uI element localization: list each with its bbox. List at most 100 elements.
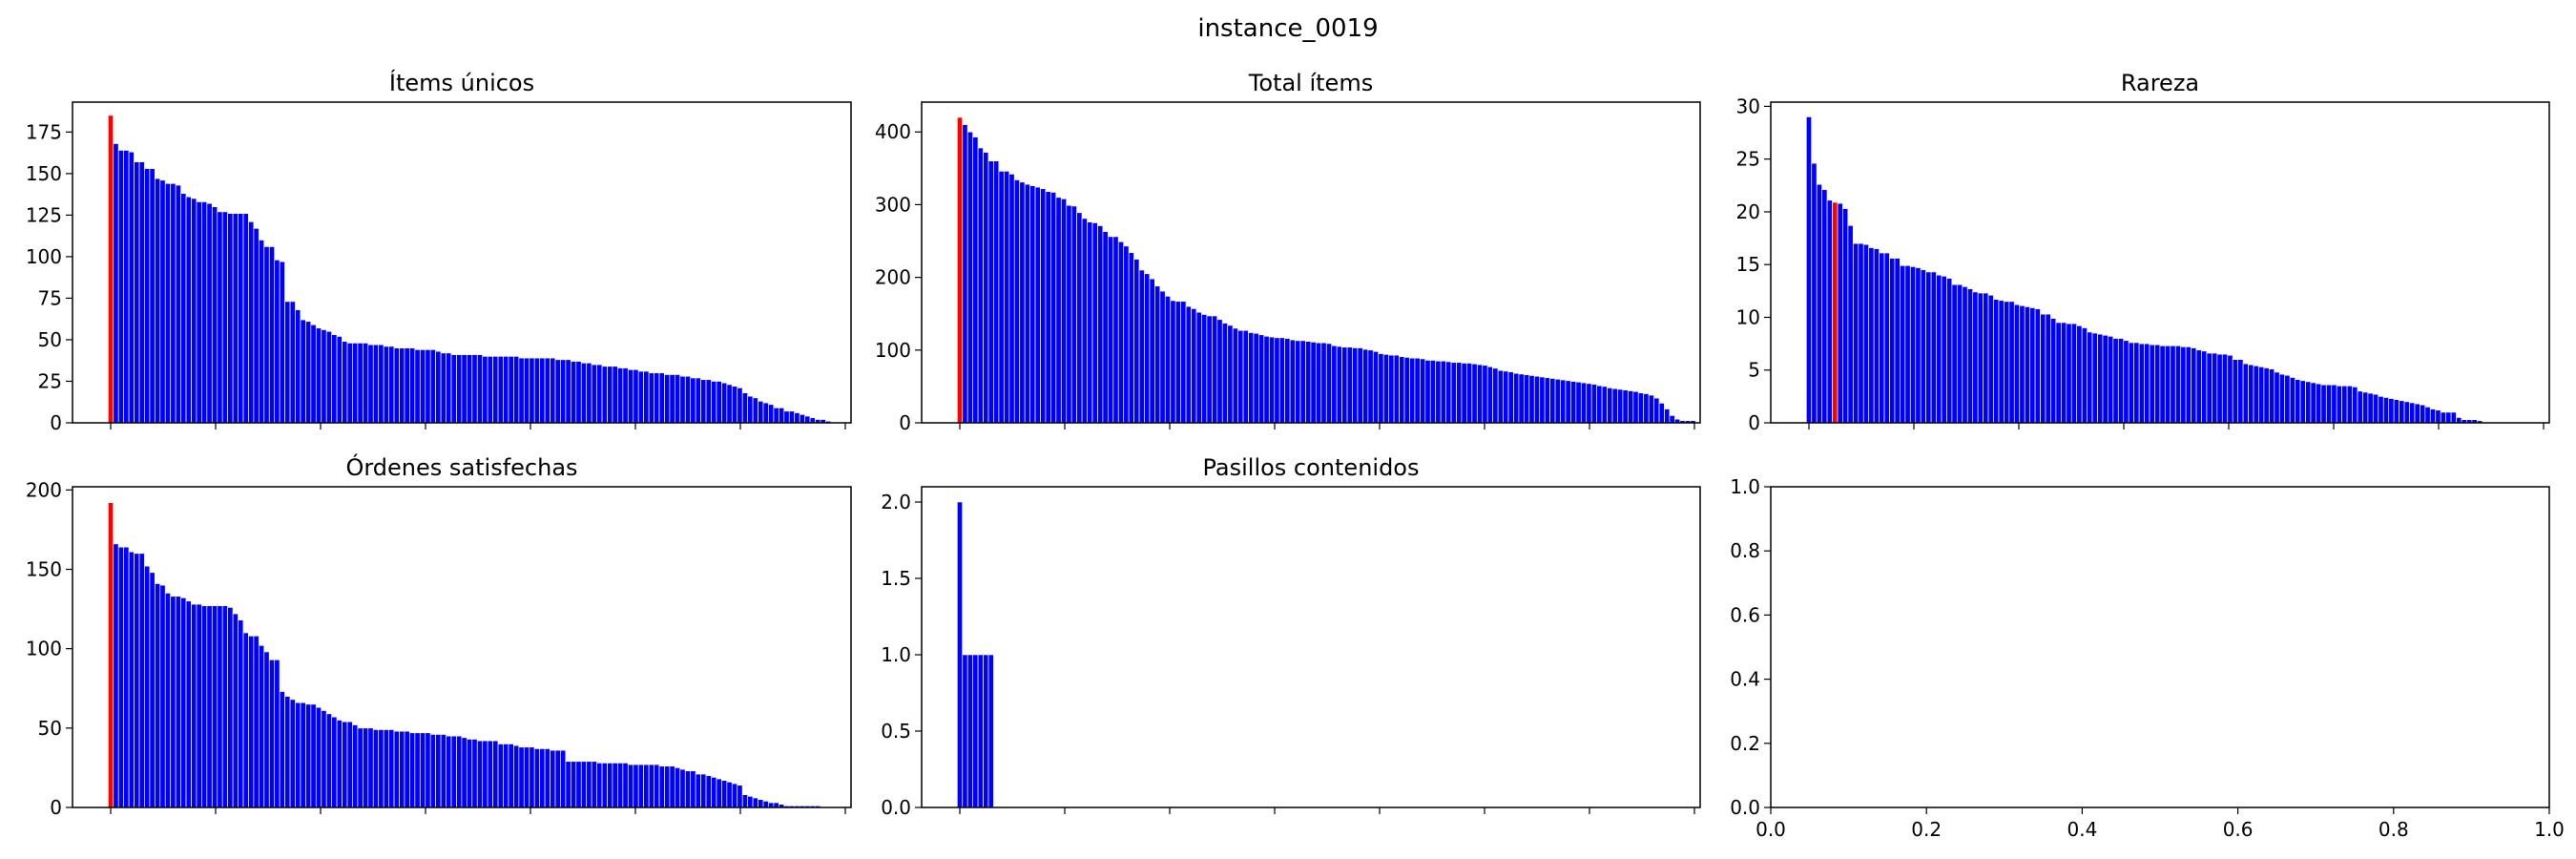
bar (2216, 353, 2223, 424)
bar (983, 654, 989, 808)
y-tick-label: 0 (899, 411, 911, 434)
bar (268, 246, 275, 424)
y-tick-label: 20 (1736, 200, 1760, 223)
bar (383, 729, 389, 808)
x-tick-label: 1.0 (2534, 818, 2565, 841)
bar (596, 763, 603, 808)
bar (684, 770, 691, 808)
bar (1274, 337, 1280, 424)
bar (149, 572, 156, 808)
bar (372, 729, 379, 808)
bar (1258, 334, 1265, 424)
bar (435, 350, 442, 424)
bar (404, 730, 410, 808)
bar (2357, 390, 2363, 424)
bar (737, 785, 743, 808)
bar (622, 367, 629, 424)
y-tick-label: 30 (1736, 94, 1760, 117)
bar (159, 584, 166, 808)
bar (346, 343, 353, 424)
bar (2165, 346, 2171, 424)
bar (2237, 359, 2244, 424)
bar (524, 746, 530, 808)
bar (726, 384, 733, 424)
bar (695, 773, 701, 808)
bar (809, 417, 816, 424)
bar (196, 201, 202, 424)
bar (983, 152, 989, 424)
bar (2149, 344, 2155, 424)
bar (388, 346, 395, 424)
bar (1575, 382, 1582, 424)
bar (1378, 353, 1384, 424)
bar (2133, 342, 2140, 424)
bar (461, 737, 467, 808)
bar (2331, 384, 2337, 424)
bar (1440, 360, 1446, 424)
bar (1643, 393, 1650, 424)
bar (747, 395, 754, 424)
bar (1165, 296, 1171, 424)
bar (1570, 381, 1577, 424)
x-tick-label: 0.8 (2379, 818, 2409, 841)
bar (1811, 162, 1818, 424)
bar (601, 366, 608, 424)
bar (571, 761, 577, 808)
panel-title: Órdenes satisfechas (345, 452, 577, 481)
bar (596, 364, 603, 424)
bar (2336, 386, 2342, 424)
bar (134, 161, 140, 424)
bar (274, 260, 280, 424)
bar (1087, 221, 1093, 424)
bar (476, 354, 483, 424)
bar (1206, 315, 1213, 424)
bar (633, 368, 639, 424)
bar (804, 415, 811, 424)
bar (492, 356, 499, 424)
bar (497, 744, 504, 808)
bar (508, 744, 514, 808)
bar (1019, 181, 1026, 424)
bar (700, 379, 707, 424)
bar (1617, 388, 1624, 424)
bar (741, 794, 748, 808)
y-tick-label: 50 (38, 717, 62, 740)
y-tick-label: 0.8 (1730, 539, 1760, 562)
bar (2014, 304, 2020, 424)
x-tick-label: 0.0 (1755, 818, 1786, 841)
bar (456, 735, 463, 808)
y-tick-label: 125 (26, 203, 62, 226)
bar-highlight (957, 116, 963, 424)
panel-2: Total ítems 0 100 200 300 400 (875, 70, 1701, 434)
bar (1622, 389, 1629, 424)
bar (2034, 308, 2041, 424)
bar (1014, 179, 1020, 424)
bar (721, 780, 728, 808)
bar (1253, 332, 1259, 424)
bar (643, 764, 650, 808)
bar (1149, 278, 1155, 424)
bar (2222, 353, 2228, 424)
bar (1653, 397, 1660, 424)
bar (518, 746, 525, 808)
bar (612, 366, 618, 424)
bar (2450, 411, 2457, 424)
panel-1: Ítems únicos 0 25 50 75 100 125 150 175 (26, 69, 852, 434)
bar (2029, 307, 2036, 424)
bar (513, 744, 520, 808)
bar (180, 193, 187, 424)
bar (352, 724, 359, 808)
bar (1842, 208, 1849, 424)
bar (554, 749, 561, 808)
bar (539, 748, 546, 808)
bar (1222, 323, 1228, 424)
bar (279, 261, 285, 424)
bar (310, 703, 317, 808)
bar (752, 797, 758, 808)
bar (1528, 375, 1535, 424)
bar (2071, 323, 2077, 424)
y-tick-label: 0 (50, 411, 62, 434)
bar (165, 593, 171, 808)
bar (1837, 202, 1843, 424)
bar (758, 401, 764, 424)
